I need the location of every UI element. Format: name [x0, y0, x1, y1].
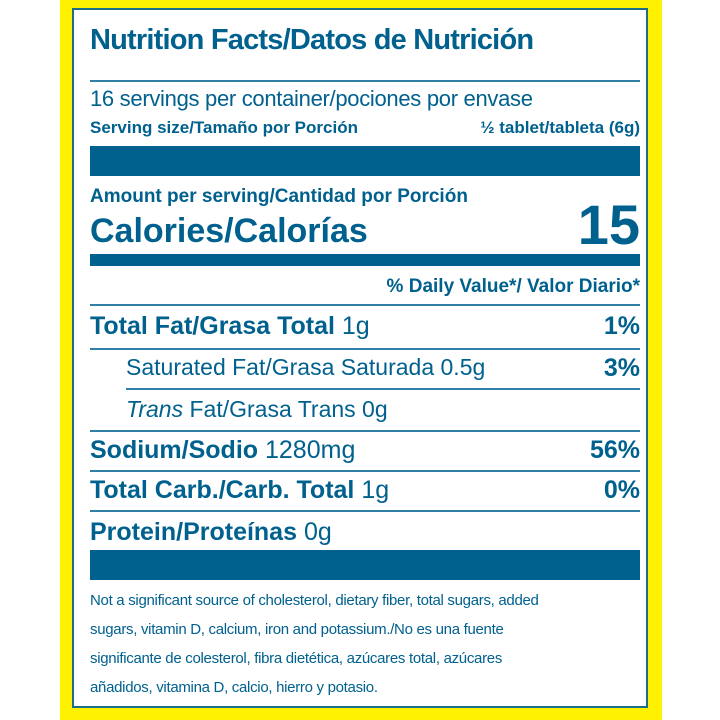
nutrient-row-trans-fat: Trans Fat/Grasa Trans 0g [90, 396, 640, 428]
nutrient-dv: 0% [603, 476, 640, 504]
divider [126, 388, 640, 390]
footnote-line: significante de colesterol, fibra dietét… [90, 650, 503, 667]
serving-size-value: ½ tablet/tableta (6g) [480, 118, 640, 137]
nutrient-name: Total Fat/Grasa Total 1g [90, 312, 370, 340]
nutrient-row-saturated-fat: Saturated Fat/Grasa Saturada 0.5g 3% [90, 354, 640, 386]
nutrient-name: Sodium/Sodio 1280mg [90, 436, 356, 464]
nutrient-dv: 3% [603, 354, 640, 382]
thick-bar [90, 550, 640, 580]
daily-value-header: % Daily Value*/ Valor Diario* [386, 276, 640, 297]
divider [90, 304, 640, 306]
nutrient-name: Total Carb./Carb. Total 1g [90, 476, 390, 504]
amount-per-serving: Amount per serving/Cantidad por Porción [90, 186, 468, 207]
nutrient-name: Trans Fat/Grasa Trans 0g [126, 396, 388, 422]
divider [90, 348, 640, 350]
footnote-line: Not a significant source of cholesterol,… [90, 592, 539, 609]
thick-bar [90, 254, 640, 266]
footnote-line: sugars, vitamin D, calcium, iron and pot… [90, 621, 504, 638]
calories-value: 15 [577, 193, 640, 256]
divider [90, 470, 640, 472]
nutrient-row-sodium: Sodium/Sodio 1280mg 56% [90, 436, 640, 468]
servings-per-container: 16 servings per container/pociones por e… [90, 86, 533, 111]
divider [90, 430, 640, 432]
footnote: Not a significant source of cholesterol,… [90, 586, 640, 702]
thick-bar [90, 146, 640, 176]
divider [90, 510, 640, 512]
nutrient-row-total-carb: Total Carb./Carb. Total 1g 0% [90, 476, 640, 508]
nutrient-row-protein: Protein/Proteínas 0g [90, 518, 640, 550]
label-title: Nutrition Facts/Datos de Nutrición [90, 24, 534, 56]
serving-size-label: Serving size/Tamaño por Porción [90, 118, 358, 137]
nutrient-name: Protein/Proteínas 0g [90, 518, 332, 546]
divider [90, 80, 640, 82]
footnote-line: añadidos, vitamina D, calcio, hierro y p… [90, 679, 378, 696]
nutrition-label: Nutrition Facts/Datos de Nutrición 16 se… [72, 8, 648, 708]
nutrient-dv: 1% [603, 312, 640, 340]
nutrient-dv: 56% [589, 436, 640, 464]
calories-label: Calories/Calorías [90, 212, 368, 250]
nutrient-name: Saturated Fat/Grasa Saturada 0.5g [126, 354, 486, 380]
nutrient-row-total-fat: Total Fat/Grasa Total 1g 1% [90, 312, 640, 344]
